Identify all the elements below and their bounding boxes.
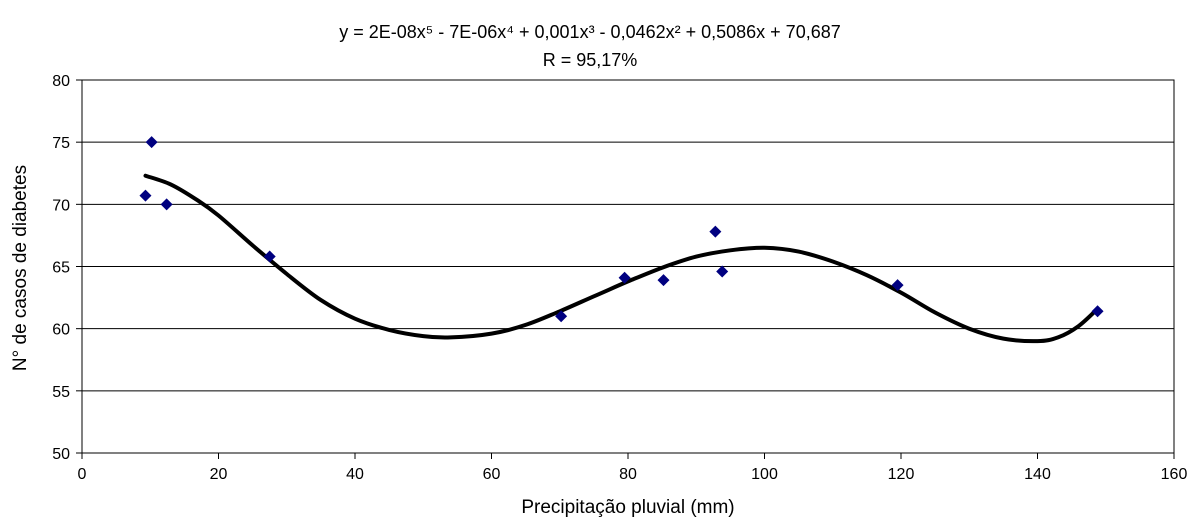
gridlines <box>82 79 1174 392</box>
data-point-marker <box>657 274 670 287</box>
x-tick-label: 100 <box>751 466 778 483</box>
data-point-marker <box>716 265 729 278</box>
data-point-marker <box>891 279 904 292</box>
data-point-marker <box>160 198 173 211</box>
data-point-marker <box>709 225 722 238</box>
chart-title-equation: y = 2E-08x⁵ - 7E-06x⁴ + 0,001x³ - 0,0462… <box>339 22 841 42</box>
y-axis-title: N° de casos de diabetes <box>10 165 31 371</box>
data-point-marker <box>145 136 158 149</box>
y-tick-label: 70 <box>52 197 70 214</box>
x-axis-title: Precipitação pluvial (mm) <box>521 497 734 518</box>
y-tick-label: 50 <box>52 446 70 463</box>
x-tick-label: 20 <box>210 466 228 483</box>
data-point-marker <box>618 271 631 284</box>
x-tick-label: 120 <box>888 466 915 483</box>
data-point-marker <box>139 189 152 202</box>
y-tick-label: 65 <box>52 260 70 277</box>
y-tick-label: 75 <box>52 135 70 152</box>
x-tick-label: 80 <box>619 466 637 483</box>
x-tick-label: 160 <box>1161 466 1188 483</box>
data-point-marker <box>555 310 568 323</box>
data-point-marker <box>263 250 276 263</box>
y-tick-label: 55 <box>52 384 70 401</box>
x-tick-label: 60 <box>483 466 501 483</box>
trendline-group <box>143 173 1100 344</box>
x-axis-ticks: 0 20 40 60 80 100 120 140 160 <box>78 453 1188 483</box>
data-point-marker <box>1091 305 1104 318</box>
x-tick-label: 0 <box>78 466 87 483</box>
y-tick-label: 60 <box>52 322 70 339</box>
y-axis-ticks: 50 55 60 65 70 75 80 <box>52 73 82 463</box>
x-tick-label: 40 <box>346 466 364 483</box>
x-tick-label: 140 <box>1024 466 1051 483</box>
trendline-polynomial <box>143 173 1100 344</box>
data-points <box>139 136 1104 323</box>
y-tick-label: 80 <box>52 73 70 90</box>
chart-title-r-value: R = 95,17% <box>543 50 638 70</box>
